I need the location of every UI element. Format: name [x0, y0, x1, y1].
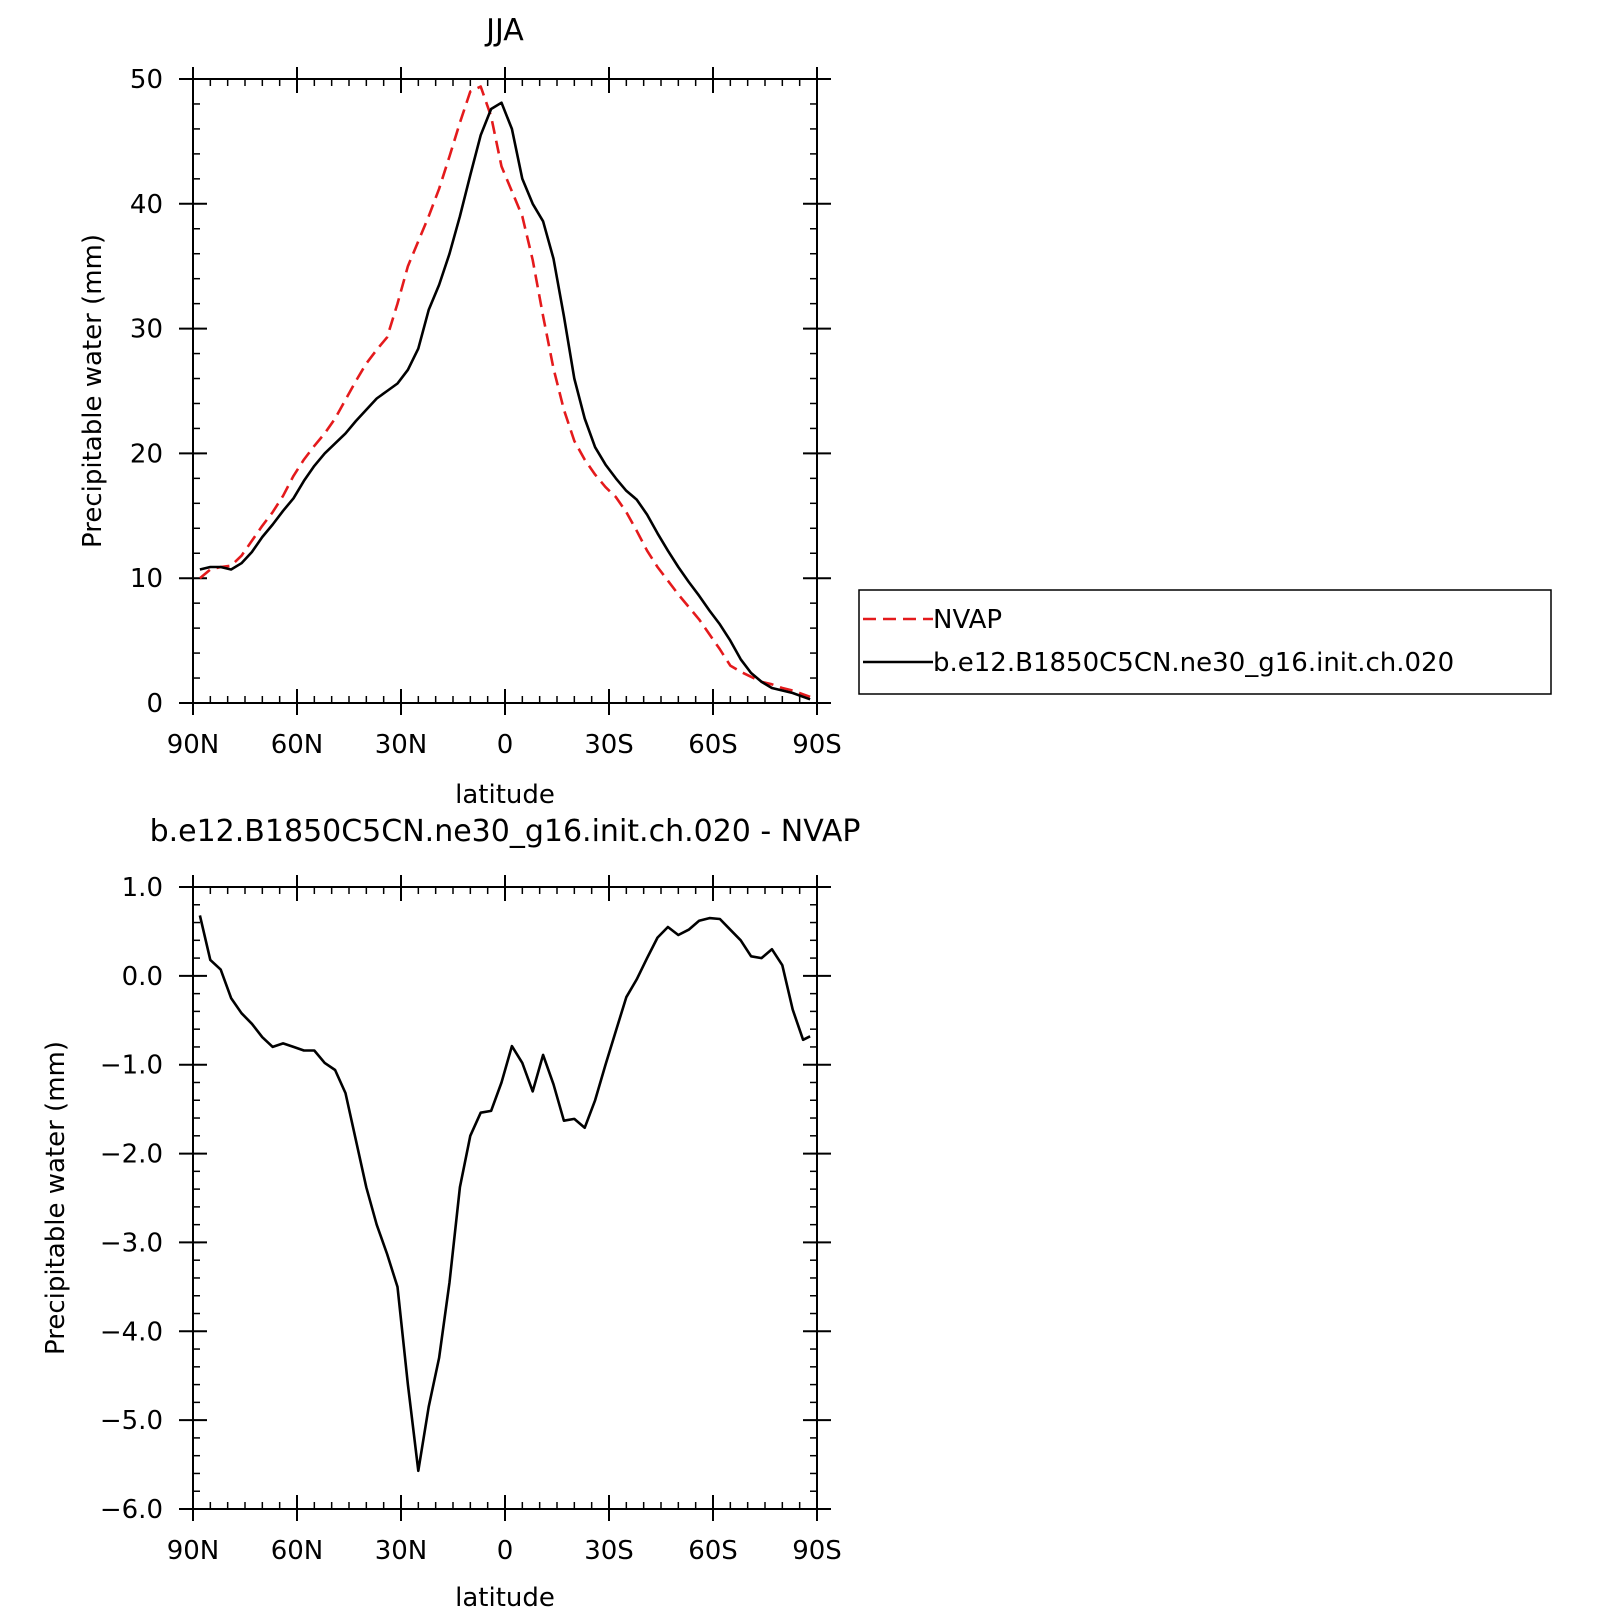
bottom-y-tick-label: −3.0 — [100, 1228, 163, 1258]
top-panel: JJA 90N 60N 30N 0 30S 60S 90S 0 10 20 30 40 50 latit… — [78, 13, 842, 810]
top-series-group — [199, 85, 811, 701]
bottom-x-tick-label: 30N — [375, 1536, 428, 1566]
bottom-y-tick-label: −4.0 — [100, 1317, 163, 1347]
top-x-tick-label: 60S — [688, 730, 738, 760]
top-x-axis-label: latitude — [455, 780, 555, 810]
bottom-series-group — [198, 915, 811, 1473]
legend-label-model: b.e12.B1850C5CN.ne30_g16.init.ch.020 — [933, 648, 1454, 678]
bottom-x-tick-label: 30S — [584, 1536, 634, 1566]
top-y-tick-label: 0 — [146, 689, 163, 719]
legend-box — [858, 589, 1552, 695]
top-x-tick-label: 90N — [167, 730, 220, 760]
bottom-axis-ticks: 90N 60N 30N 0 30S 60S 90S 1.0 0.0 −1.0 −2.0 −3.0 −4.… — [100, 873, 842, 1566]
bottom-series-line-0 — [198, 915, 811, 1473]
top-y-tick-label: 10 — [130, 564, 163, 594]
bottom-y-axis-label: Precipitable water (mm) — [41, 1041, 71, 1355]
top-series-line-1 — [199, 101, 811, 701]
bottom-y-tick-label: −5.0 — [100, 1406, 163, 1436]
top-y-tick-label: 30 — [130, 315, 163, 345]
bottom-plot-frame — [192, 886, 818, 1510]
bottom-y-tick-label: 0.0 — [122, 962, 163, 992]
top-y-tick-label: 20 — [130, 439, 163, 469]
bottom-x-tick-label: 90S — [792, 1536, 842, 1566]
bottom-x-tick-label: 90N — [167, 1536, 220, 1566]
legend: NVAP b.e12.B1850C5CN.ne30_g16.init.ch.02… — [858, 589, 1552, 695]
bottom-x-tick-label: 60S — [688, 1536, 738, 1566]
top-chart-title: JJA — [484, 13, 524, 48]
legend-label-nvap: NVAP — [933, 605, 1002, 635]
top-plot-frame — [192, 78, 818, 704]
top-y-tick-label: 50 — [130, 65, 163, 95]
bottom-y-tick-label: −1.0 — [100, 1051, 163, 1081]
top-x-tick-label: 30N — [375, 730, 428, 760]
top-x-tick-label: 90S — [792, 730, 842, 760]
bottom-y-tick-label: 1.0 — [122, 873, 163, 903]
top-x-tick-label: 0 — [497, 730, 514, 760]
top-y-axis-label: Precipitable water (mm) — [78, 234, 108, 548]
bottom-chart-title: b.e12.B1850C5CN.ne30_g16.init.ch.020 - N… — [150, 814, 861, 849]
top-series-line-0 — [199, 85, 811, 699]
bottom-y-tick-label: −6.0 — [100, 1495, 163, 1525]
bottom-x-tick-label: 60N — [271, 1536, 324, 1566]
bottom-x-tick-label: 0 — [497, 1536, 514, 1566]
top-y-tick-label: 40 — [130, 190, 163, 220]
bottom-y-tick-label: −2.0 — [100, 1140, 163, 1170]
bottom-x-axis-label: latitude — [455, 1583, 555, 1613]
top-x-tick-label: 60N — [271, 730, 324, 760]
top-axis-ticks: 90N 60N 30N 0 30S 60S 90S 0 10 20 30 40 50 — [130, 65, 842, 760]
top-x-tick-label: 30S — [584, 730, 634, 760]
bottom-panel: b.e12.B1850C5CN.ne30_g16.init.ch.020 - N… — [41, 814, 860, 1613]
